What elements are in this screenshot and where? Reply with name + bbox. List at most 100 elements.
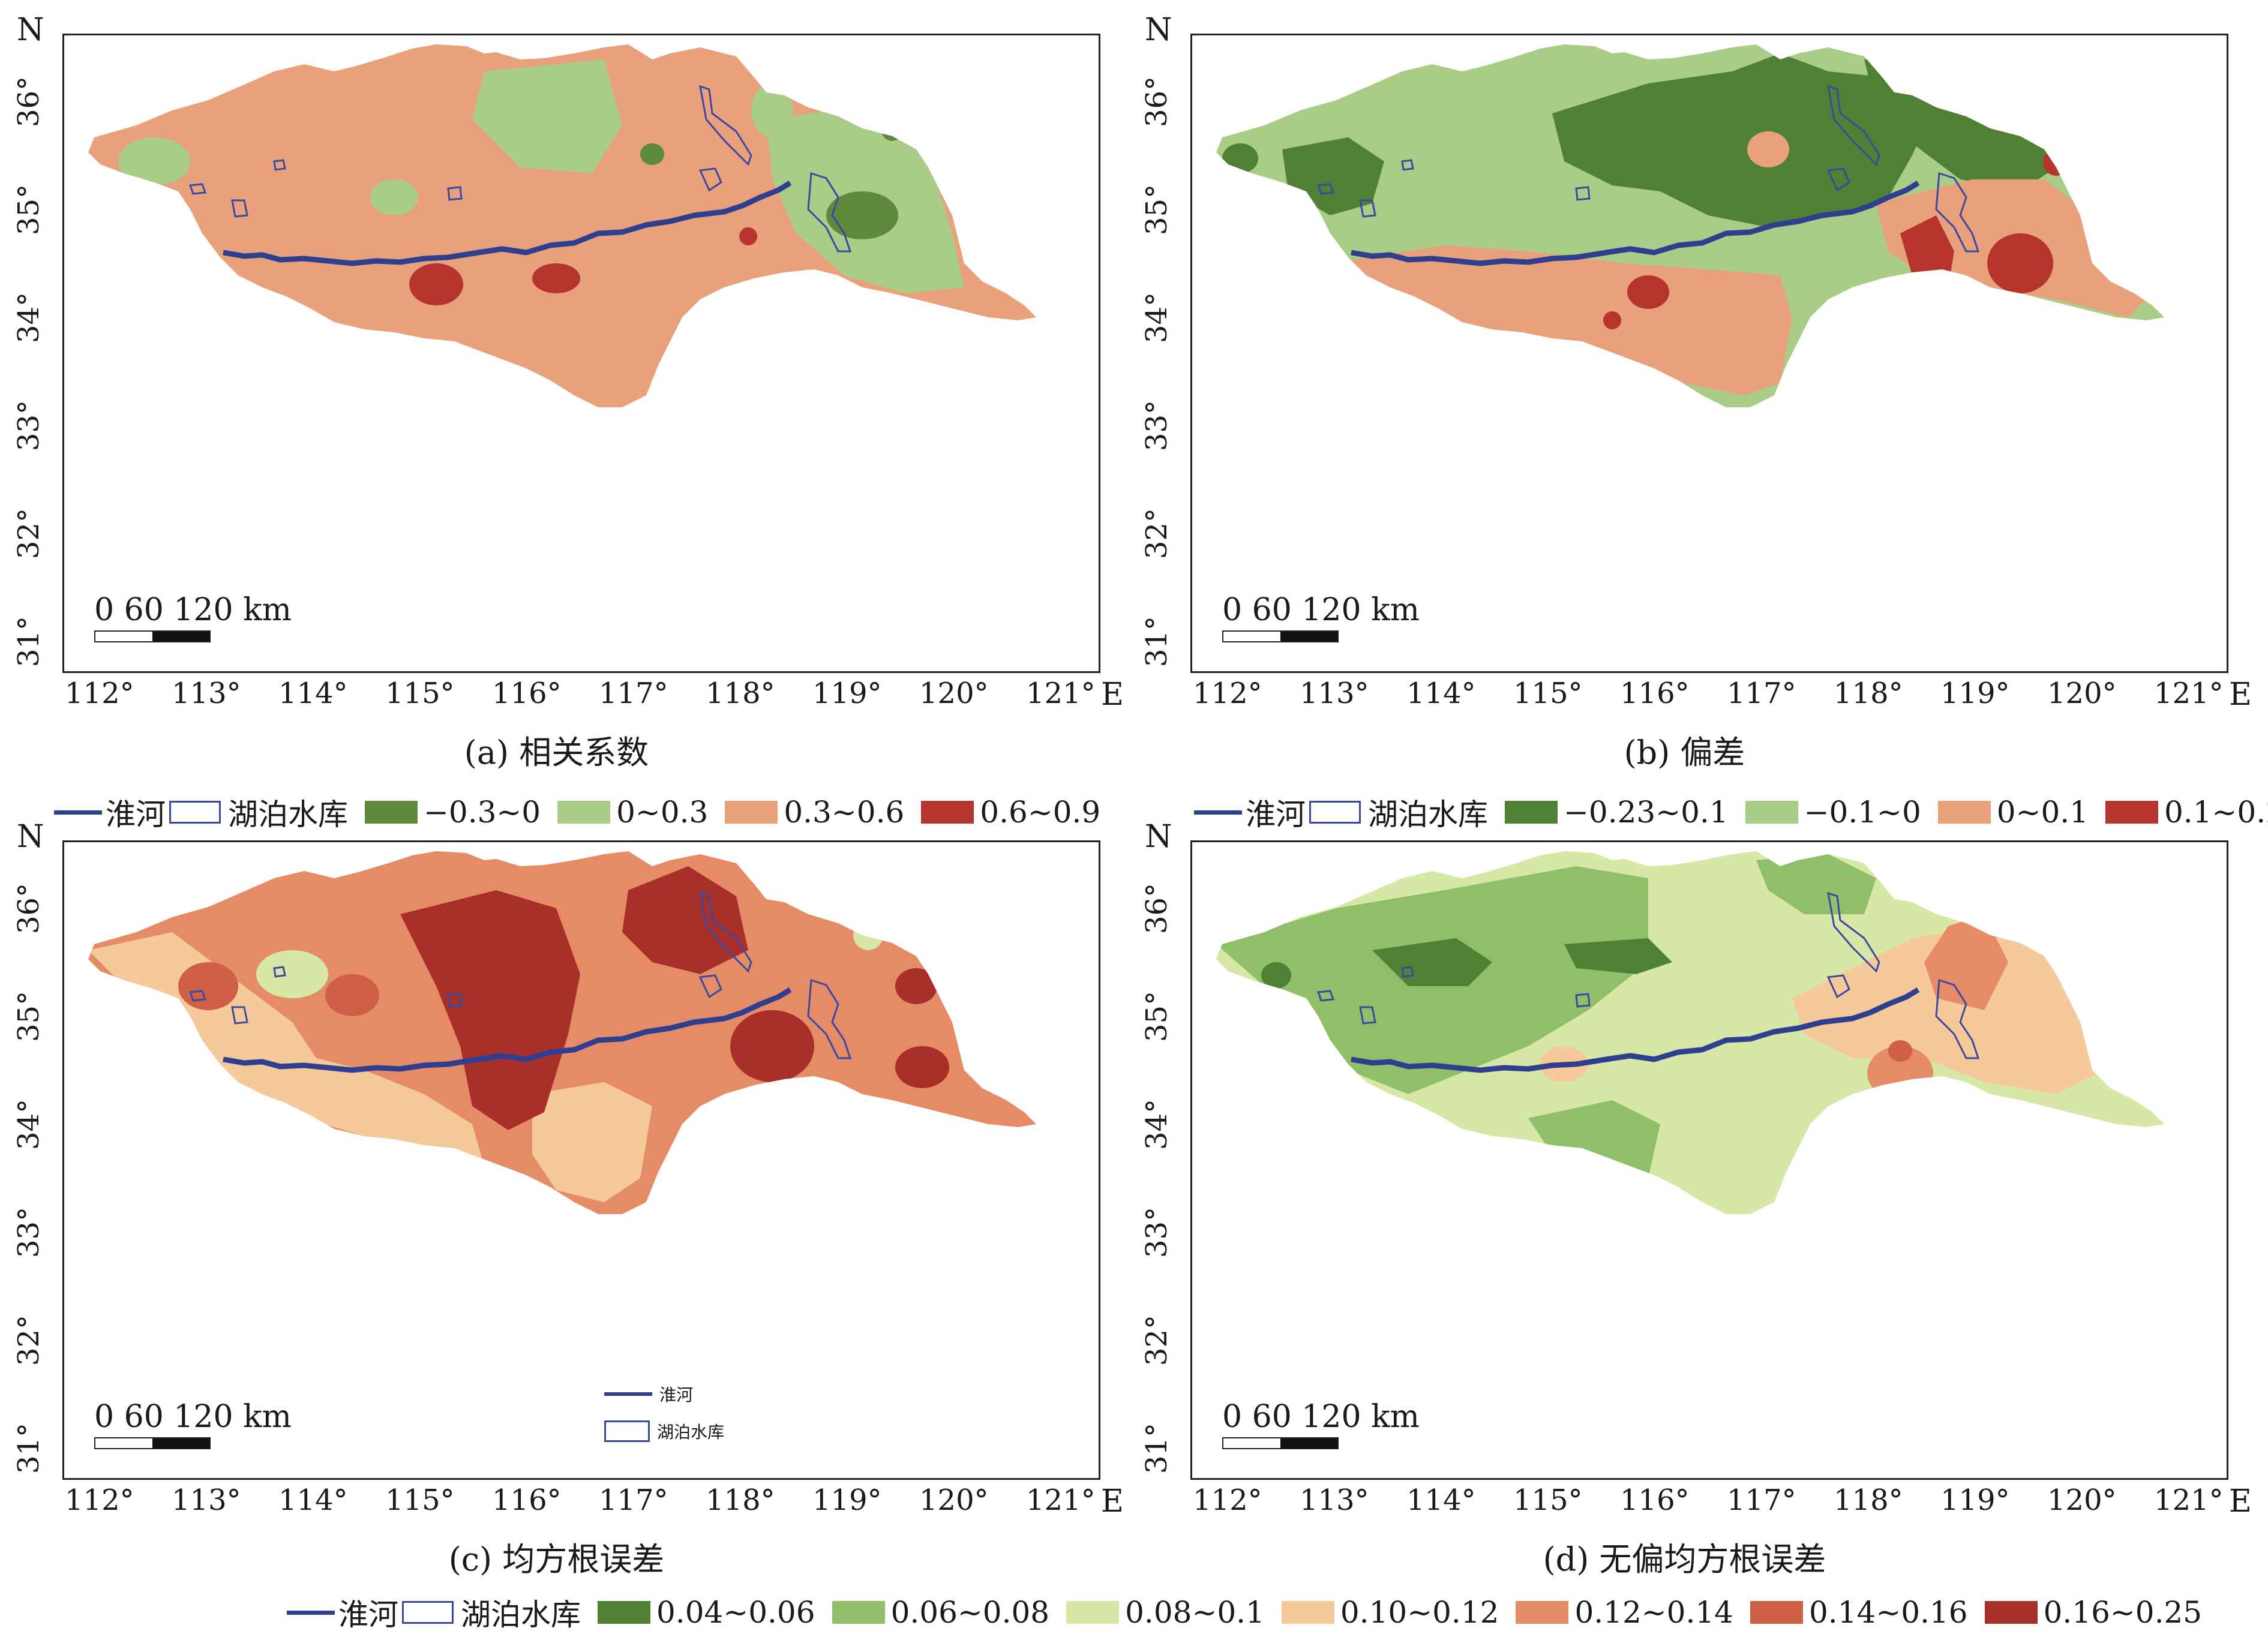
value-zone	[881, 119, 904, 141]
value-zone	[1924, 914, 2008, 1010]
lake-outline	[1826, 974, 1850, 999]
lake-outline	[273, 966, 286, 978]
river-swatch	[1194, 810, 1242, 815]
map-frame: 0 60 120 km	[1190, 840, 2228, 1480]
legend-river-label: 淮河	[338, 1597, 398, 1632]
lake-outline	[231, 1006, 248, 1025]
scale-bar-label: 0 60 120 km	[94, 1399, 292, 1435]
legend-river-label: 淮河	[1246, 797, 1306, 832]
y-tick-label: 32°	[1140, 1314, 1174, 1366]
legend-item-label: 0~0.3	[616, 795, 709, 830]
map-panel-b: N E 0 60 120 km 112° 113° 114° 115° 116° 117°…	[1128, 0, 2252, 771]
value-zone	[400, 890, 580, 1130]
map-panel-d: N E 0 60 120 km 112° 113° 114° 115° 116° 117°…	[1128, 807, 2252, 1578]
legend-item-label: −0.23~0.1	[1564, 795, 1729, 830]
y-tick-label: 31°	[12, 615, 46, 667]
lake-outline	[807, 172, 852, 253]
x-tick-label: 114°	[278, 677, 348, 710]
legend-item-label: 0.08~0.1	[1125, 1595, 1265, 1630]
panel-caption: (d) 无偏均方根误差	[1543, 1540, 1826, 1578]
map-frame: 0 60 120 km	[62, 34, 1100, 673]
x-tick-label: 112°	[65, 1483, 134, 1517]
value-zone	[1603, 311, 1622, 329]
lake-outline	[699, 891, 752, 973]
x-tick-label: 121°	[1026, 677, 1096, 710]
legend-swatch	[2105, 801, 2158, 824]
y-tick-label: 35°	[1140, 990, 1174, 1042]
map-frame: 0 60 120 km	[1190, 34, 2228, 673]
x-tick-label: 117°	[599, 677, 668, 710]
x-tick-label: 117°	[599, 1483, 668, 1517]
lake-swatch	[1309, 801, 1361, 824]
lake-swatch	[402, 1601, 454, 1624]
y-tick-label: 32°	[12, 1314, 46, 1366]
lake-outline	[1359, 1006, 1376, 1025]
x-tick-label: 117°	[1727, 1483, 1796, 1517]
value-zone	[277, 323, 332, 365]
value-zone	[1900, 215, 1954, 287]
legend-lake-label: 湖泊水库	[228, 797, 348, 832]
value-zone	[1564, 938, 1672, 974]
value-zone	[256, 950, 329, 998]
y-tick-label: 36°	[1140, 76, 1174, 127]
y-tick-label: 33°	[12, 400, 46, 451]
x-tick-label: 114°	[278, 1483, 348, 1517]
legend-swatch	[1066, 1601, 1120, 1624]
y-tick-label: 32°	[12, 507, 46, 559]
legend-swatch	[1745, 801, 1798, 824]
x-tick-label: 113°	[172, 1483, 241, 1517]
huai-river	[223, 181, 792, 266]
value-zone	[640, 143, 665, 165]
legend-lake-label: 湖泊水库	[1368, 797, 1488, 832]
lake-outline	[447, 993, 463, 1008]
x-tick-label: 112°	[1193, 1483, 1262, 1517]
east-label: E	[2229, 1483, 2252, 1519]
panel-caption: (b) 偏差	[1624, 734, 1745, 771]
legend-swatch	[598, 1601, 650, 1624]
lake-swatch	[169, 801, 221, 824]
huai-river	[1351, 181, 1920, 266]
scale-bar: 0 60 120 km	[1222, 592, 1420, 642]
legend-item-label: 0.1~0.23	[2164, 795, 2268, 830]
north-label: N	[17, 819, 44, 855]
scale-bar: 0 60 120 km	[94, 1399, 292, 1449]
value-zone	[118, 137, 191, 185]
legend-item-label: −0.1~0	[1804, 795, 1921, 830]
inset-legend: 淮河 湖泊水库	[604, 1382, 724, 1456]
lake-outline	[273, 159, 286, 171]
lake-outline	[231, 199, 248, 218]
legend-swatch	[921, 801, 974, 824]
y-tick-label: 32°	[1140, 507, 1174, 559]
y-tick-label: 34°	[1140, 1098, 1174, 1150]
value-zone	[1222, 143, 1259, 173]
value-zone	[622, 866, 748, 974]
x-tick-label: 119°	[1940, 1483, 2010, 1517]
legend-lake-label: 湖泊水库	[461, 1597, 581, 1632]
x-tick-label: 119°	[812, 1483, 882, 1517]
value-zone	[895, 1046, 950, 1088]
scale-bar: 0 60 120 km	[94, 592, 292, 642]
value-zone	[853, 920, 884, 950]
x-tick-label: 114°	[1406, 1483, 1476, 1517]
map-panel-a: N E 0 60 120 km 112° 113° 114° 115° 116° 117°…	[0, 0, 1124, 771]
x-tick-label: 116°	[492, 677, 562, 710]
value-zone	[178, 962, 239, 1010]
x-tick-label: 113°	[1300, 1483, 1369, 1517]
value-zone	[1756, 854, 1876, 914]
y-tick-label: 31°	[12, 1422, 46, 1474]
x-tick-label: 112°	[1193, 677, 1262, 710]
basin-map	[1216, 851, 2164, 1214]
legend-swatch	[1937, 801, 1991, 824]
legend-item-label: 0.04~0.06	[656, 1595, 815, 1630]
legend-item-label: 0.10~0.12	[1340, 1595, 1499, 1630]
x-tick-label: 119°	[1940, 677, 2010, 710]
lake-outline	[698, 167, 722, 192]
x-tick-label: 120°	[2047, 1483, 2117, 1517]
legend-swatch	[365, 801, 418, 824]
legend-swatch	[1984, 1601, 2038, 1624]
x-tick-label: 116°	[492, 1483, 562, 1517]
y-tick-label: 33°	[1140, 1206, 1174, 1258]
value-zone	[1552, 53, 1936, 227]
legend-a: 淮河 湖泊水库 −0.3~0 0~0.3 0.3~0.6 0.6~0.9	[54, 791, 1100, 834]
y-tick-label: 36°	[12, 882, 46, 934]
